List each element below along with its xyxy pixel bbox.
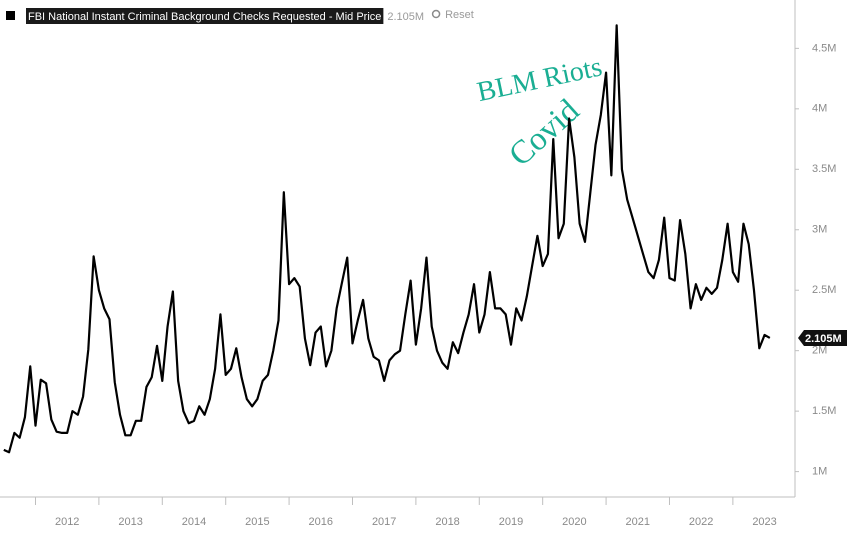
x-tick-label: 2018 (435, 516, 459, 528)
end-label: 2.105M (805, 333, 842, 345)
y-tick-label: 4.5M (812, 42, 836, 54)
reset-icon[interactable] (431, 9, 441, 19)
legend-highlight (26, 8, 384, 24)
x-tick-label: 2022 (689, 516, 713, 528)
legend-label: FBI National Instant Criminal Background… (28, 11, 381, 23)
y-tick-label: 2.5M (812, 284, 836, 296)
y-tick-label: 3M (812, 224, 827, 236)
reset-button[interactable]: Reset (445, 9, 474, 21)
x-tick-label: 2013 (118, 516, 142, 528)
end-label-box (798, 329, 847, 346)
y-tick-label: 4M (812, 103, 827, 115)
y-tick-label: 2M (812, 345, 827, 357)
line-series (3, 24, 771, 454)
x-tick-label: 2021 (626, 516, 650, 528)
x-tick-label: 2020 (562, 516, 586, 528)
x-tick-label: 2023 (752, 516, 776, 528)
x-tick-label: 2014 (182, 516, 206, 528)
x-tick-label: 2015 (245, 516, 269, 528)
legend-swatch (6, 11, 15, 20)
x-tick-label: 2017 (372, 516, 396, 528)
y-tick-label: 3.5M (812, 163, 836, 175)
y-tick-label: 1M (812, 466, 827, 478)
header-value: 2.105M (387, 11, 424, 23)
x-tick-label: 2019 (499, 516, 523, 528)
y-tick-label: 1.5M (812, 405, 836, 417)
x-tick-label: 2012 (55, 516, 79, 528)
x-tick-label: 2016 (309, 516, 333, 528)
